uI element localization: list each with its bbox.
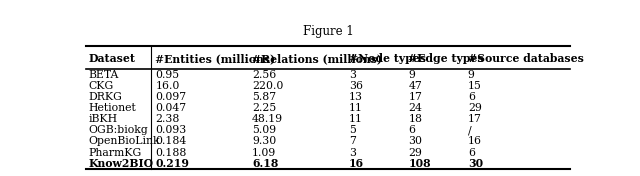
Text: 7: 7 — [349, 136, 356, 146]
Text: 9: 9 — [408, 70, 415, 80]
Text: 3: 3 — [349, 147, 356, 158]
Text: BETA: BETA — [88, 70, 119, 80]
Text: #Edge types: #Edge types — [408, 53, 484, 64]
Text: 17: 17 — [408, 92, 422, 102]
Text: 15: 15 — [468, 81, 482, 91]
Text: 2.25: 2.25 — [252, 103, 276, 113]
Text: 11: 11 — [349, 114, 363, 124]
Text: #Source databases: #Source databases — [468, 53, 584, 64]
Text: 2.38: 2.38 — [156, 114, 180, 124]
Text: 30: 30 — [408, 136, 422, 146]
Text: 5.09: 5.09 — [252, 125, 276, 135]
Text: 18: 18 — [408, 114, 422, 124]
Text: iBKH: iBKH — [88, 114, 118, 124]
Text: 13: 13 — [349, 92, 363, 102]
Text: #Node types: #Node types — [349, 53, 426, 64]
Text: 5.87: 5.87 — [252, 92, 276, 102]
Text: 24: 24 — [408, 103, 422, 113]
Text: 0.188: 0.188 — [156, 147, 187, 158]
Text: #Entities (millions): #Entities (millions) — [156, 53, 275, 64]
Text: Hetionet: Hetionet — [88, 103, 136, 113]
Text: 16: 16 — [349, 158, 364, 169]
Text: #Relations (millions): #Relations (millions) — [252, 53, 382, 64]
Text: 2.56: 2.56 — [252, 70, 276, 80]
Text: OpenBioLink: OpenBioLink — [88, 136, 160, 146]
Text: 5: 5 — [349, 125, 356, 135]
Text: 0.219: 0.219 — [156, 158, 189, 169]
Text: OGB:biokg: OGB:biokg — [88, 125, 148, 135]
Text: 16.0: 16.0 — [156, 81, 180, 91]
Text: 9.30: 9.30 — [252, 136, 276, 146]
Text: 6: 6 — [468, 92, 475, 102]
Text: 0.047: 0.047 — [156, 103, 186, 113]
Text: CKG: CKG — [88, 81, 114, 91]
Text: 47: 47 — [408, 81, 422, 91]
Text: 30: 30 — [468, 158, 483, 169]
Text: DRKG: DRKG — [88, 92, 122, 102]
Text: Figure 1: Figure 1 — [303, 25, 353, 38]
Text: 0.95: 0.95 — [156, 70, 179, 80]
Text: 3: 3 — [349, 70, 356, 80]
Text: 108: 108 — [408, 158, 431, 169]
Text: 0.097: 0.097 — [156, 92, 186, 102]
Text: 16: 16 — [468, 136, 482, 146]
Text: 29: 29 — [468, 103, 482, 113]
Text: 17: 17 — [468, 114, 482, 124]
Text: /: / — [468, 125, 472, 135]
Text: 0.093: 0.093 — [156, 125, 187, 135]
Text: 36: 36 — [349, 81, 363, 91]
Text: 48.19: 48.19 — [252, 114, 284, 124]
Text: 0.184: 0.184 — [156, 136, 187, 146]
Text: Know2BIO: Know2BIO — [88, 158, 154, 169]
Text: PharmKG: PharmKG — [88, 147, 141, 158]
Text: 11: 11 — [349, 103, 363, 113]
Text: 9: 9 — [468, 70, 475, 80]
Text: 6: 6 — [468, 147, 475, 158]
Text: 6: 6 — [408, 125, 415, 135]
Text: 1.09: 1.09 — [252, 147, 276, 158]
Text: 220.0: 220.0 — [252, 81, 284, 91]
Text: 6.18: 6.18 — [252, 158, 278, 169]
Text: Dataset: Dataset — [88, 53, 136, 64]
Text: 29: 29 — [408, 147, 422, 158]
